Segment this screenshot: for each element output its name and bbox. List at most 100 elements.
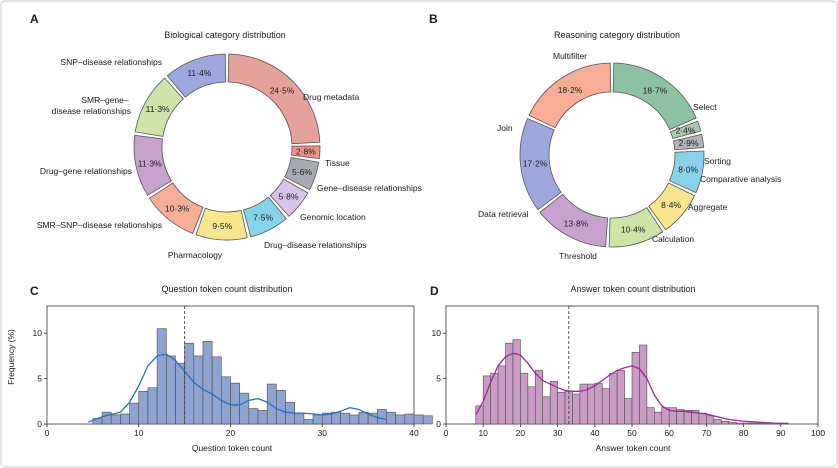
hist-d-bar <box>587 383 596 425</box>
hist-d-bar <box>557 391 566 425</box>
panel-a-title: Biological category distribution <box>164 30 286 40</box>
panel-d-xlabel: Answer token count <box>596 443 671 453</box>
hist-c-bar <box>340 412 351 425</box>
donut-a-pct-drug-metadata: 24·5% <box>270 85 295 95</box>
hist-c-bar <box>120 413 130 425</box>
hist-c-bar <box>184 342 195 425</box>
label-snp-disease-relationships: SNP–disease relationships <box>60 57 162 67</box>
donut-b-slice-select <box>612 62 697 131</box>
hist-d-bar <box>646 407 655 425</box>
hist-d-bar <box>616 370 625 425</box>
hist-c-bar <box>276 390 286 425</box>
donut-a-slice-smr-gene-disease-relationships <box>134 77 184 137</box>
hist-d-bar <box>743 422 752 425</box>
donut-a-slice-drug-gene-relationships <box>133 134 173 196</box>
hist-c-xtick-label: 10 <box>134 428 144 438</box>
label-comparative-analysis: Comparative analysis <box>700 174 781 184</box>
hist-d-ytick-label: 5 <box>436 374 441 384</box>
hist-c-bar <box>230 382 240 425</box>
hist-c-bar <box>349 414 360 425</box>
hist-d-bar <box>609 372 618 425</box>
hist-c-bar <box>422 415 433 425</box>
hist-d-bar <box>624 398 633 425</box>
hist-c-bar <box>413 414 424 425</box>
hist-c-bar <box>239 392 250 425</box>
label-smr-gene-disease-line1: SMR–gene– <box>81 95 129 105</box>
hist-c-bar <box>211 356 222 425</box>
donut-a-pct-snp-disease-relationships: 11·4% <box>187 68 211 78</box>
donut-a-pct-pharmacology: 9·5% <box>212 221 232 231</box>
label-threshold: Threshold <box>559 251 597 261</box>
donut-b-slice-multifilter <box>528 62 612 129</box>
hist-d-xtick-label: 40 <box>590 428 600 438</box>
hist-d-xtick-label: 60 <box>664 428 674 438</box>
hist-d-bar <box>713 419 722 425</box>
hist-c-bar <box>312 414 323 425</box>
donut-b-pct-join: 17·2% <box>523 159 548 169</box>
label-drug-metadata: Drug metadata <box>303 92 359 102</box>
label-sorting: Sorting <box>704 156 731 166</box>
hist-c-bar <box>175 362 185 425</box>
donut-b-pct-select: 18·7% <box>643 85 668 95</box>
donut-a-pct-drug-gene-relationships: 11·3% <box>138 159 162 169</box>
hist-d-bar <box>520 372 529 425</box>
hist-c-bar <box>376 409 387 425</box>
donut-a-slice-tissue <box>291 145 321 160</box>
donut-b-labels: Select Sorting Comparative analysis Aggr… <box>478 51 781 261</box>
hist-c-xtick-label: 20 <box>226 428 236 438</box>
donut-b-slice-aggregate <box>668 150 705 194</box>
label-smr-gene-disease: SMR–gene– disease relationships <box>52 95 131 116</box>
hist-d-xtick-label: 0 <box>444 428 449 438</box>
histogram-d: 0 10 20 30 40 50 60 70 80 90 100 0 5 10 <box>432 305 825 438</box>
hist-d-xtick-label: 100 <box>811 428 825 438</box>
hist-d-bar <box>572 393 581 425</box>
hist-d-bar <box>512 339 521 425</box>
hist-d-bar <box>750 422 759 425</box>
hist-d-xtick-label: 20 <box>516 428 526 438</box>
donut-a-slice-pharmacology <box>195 207 248 241</box>
label-gene-disease-relationships: Gene–disease relationships <box>317 183 422 193</box>
hist-d-bar <box>631 351 640 425</box>
hist-d-bar <box>497 365 506 425</box>
panel-a-letter: A <box>30 12 39 26</box>
donut-b-pct-sorting: 2·4% <box>676 126 696 136</box>
donut-b-slice-comparative-analysis <box>672 133 705 151</box>
label-genomic-location: Genomic location <box>300 212 366 222</box>
donut-a-pct-gene-disease-relationships: 5·6% <box>292 167 312 177</box>
label-select: Select <box>693 102 717 112</box>
label-pharmacology: Pharmacology <box>168 250 223 260</box>
hist-d-ytick-label: 10 <box>432 328 442 338</box>
donut-b-pct-aggregate: 8·0% <box>678 165 698 175</box>
hist-c-kde-line <box>88 353 387 423</box>
donut-a-slice-drug-disease-relationships <box>243 196 287 238</box>
hist-c-bar <box>101 411 112 425</box>
donut-a-labels: Drug metadata Tissue Gene–disease relati… <box>37 57 422 260</box>
hist-c-ytick-label: 0 <box>37 419 42 429</box>
hist-c-bar <box>156 328 167 425</box>
panel-c-xlabel: Question token count <box>192 443 273 453</box>
label-multifilter: Multifilter <box>553 51 587 61</box>
donut-b: 18·7% 2·4% 2·9% 8·0% 8·4% 10·4% 13·8% 17·2% 18·2… <box>519 62 705 248</box>
hist-d-xtick-label: 30 <box>553 428 563 438</box>
hist-c-ytick-label: 10 <box>33 328 43 338</box>
hist-d-bar <box>720 420 730 425</box>
hist-d-bar <box>758 422 767 425</box>
donut-a-pct-smr-snp-disease-relationships: 10·3% <box>165 203 190 213</box>
donut-b-slice-calculation <box>648 182 696 231</box>
panel-b-title: Reasoning category distribution <box>554 30 680 40</box>
hist-c-bar <box>395 414 406 425</box>
donut-b-pct-comparative-analysis: 2·9% <box>679 138 699 148</box>
hist-c-bar <box>147 387 158 425</box>
hist-d-bar <box>594 382 603 425</box>
panel-c-ylabel: Frequency (%) <box>6 329 16 385</box>
hist-c-bar <box>165 355 176 425</box>
panel-c-title: Question token count distribution <box>161 284 292 294</box>
panel-d-letter: D <box>430 284 439 298</box>
donut-b-pct-threshold: 10·4% <box>621 225 646 235</box>
hist-d-bar <box>654 411 663 425</box>
hist-c-bar <box>303 419 314 425</box>
hist-d-xtick-label: 90 <box>776 428 786 438</box>
hist-d-bar <box>601 388 610 425</box>
